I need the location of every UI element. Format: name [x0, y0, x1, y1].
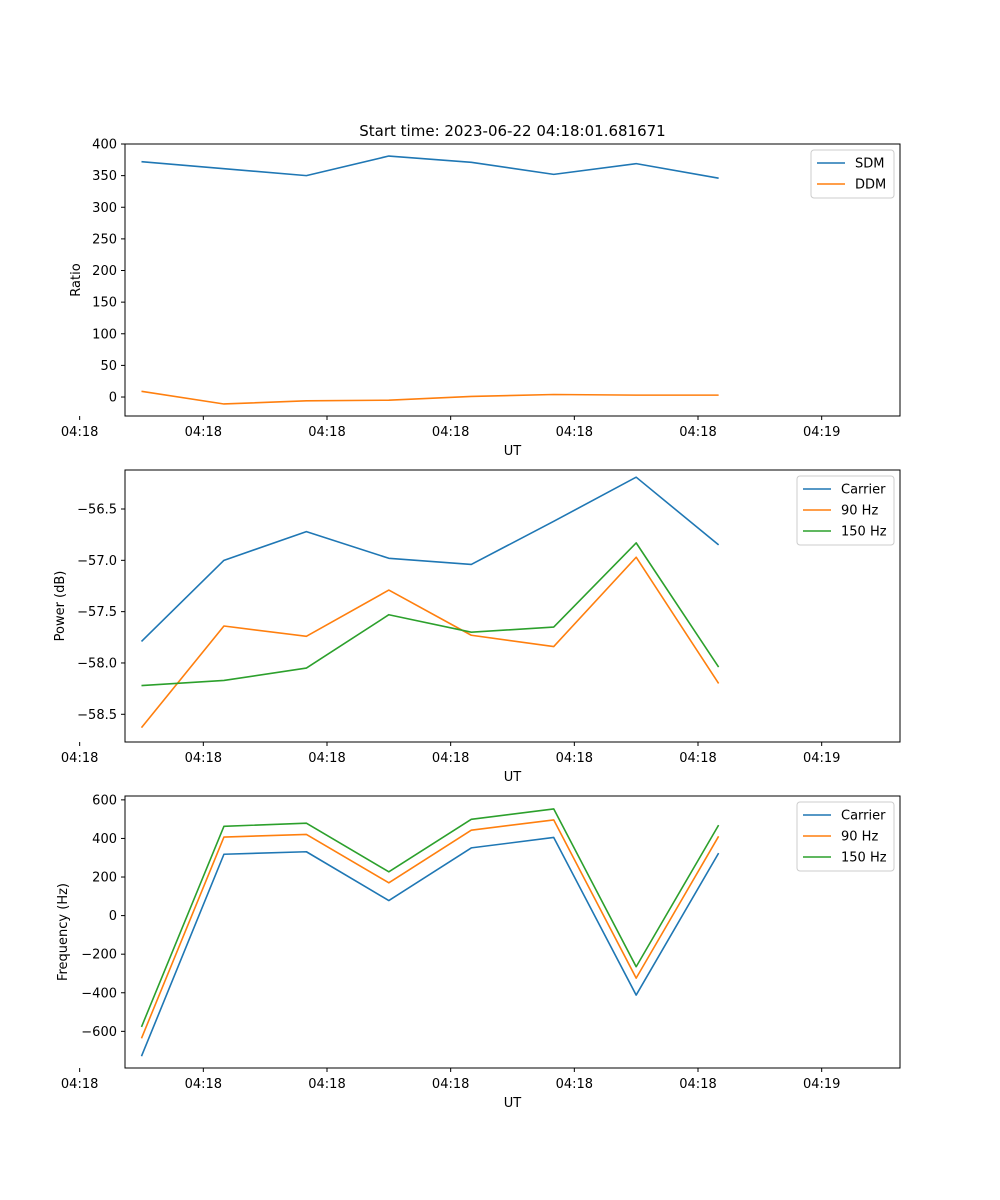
ratio-y-tick-label: 50 [100, 359, 117, 374]
power-y-tick-label: −58.5 [77, 708, 117, 723]
frequency-x-tick-label: 04:18 [556, 1077, 593, 1092]
frequency-x-axis-label: UT [504, 1096, 522, 1111]
power-x-tick-label: 04:18 [61, 751, 98, 766]
power-series-carrier-line [140, 476, 720, 642]
ratio-legend-box [810, 149, 895, 199]
frequency-plot-frame [124, 795, 901, 1069]
ratio-plot-frame [124, 143, 901, 417]
power-panel: 04:18 04:18 04:18 04:18 04:18 04:18 04:19 −56.5… [53, 469, 901, 785]
power-legend-label: Carrier [841, 483, 886, 498]
ratio-y-tick-label: 150 [92, 296, 117, 311]
ratio-x-tick-label: 04:19 [803, 425, 840, 440]
frequency-y-tick-label: 400 [92, 832, 117, 847]
power-x-tick-label: 04:18 [185, 751, 222, 766]
ratio-series-ddm-line [141, 390, 719, 405]
ratio-y-tick-label: 0 [109, 391, 117, 406]
power-y-tick-label: −57.5 [77, 605, 117, 620]
power-legend: Carrier 90 Hz 150 Hz [796, 475, 895, 546]
ratio-legend-label: DDM [855, 178, 886, 193]
frequency-series-150-hz-line [140, 808, 720, 1028]
ratio-legend-label: SDM [855, 157, 884, 172]
ratio-y-tick-label: 250 [92, 232, 117, 247]
ratio-y-tick-label: 400 [92, 138, 117, 153]
frequency-legend: Carrier 90 Hz 150 Hz [796, 801, 895, 872]
ratio-y-tick-label: 300 [92, 201, 117, 216]
power-y-axis-label: Power (dB) [53, 571, 68, 642]
power-legend-box [796, 475, 895, 546]
frequency-legend-label: 150 Hz [841, 851, 887, 866]
ratio-x-tick-label: 04:18 [61, 425, 98, 440]
power-x-tick-label: 04:18 [556, 751, 593, 766]
frequency-legend-box [796, 801, 895, 872]
power-y-tick-label: −58.0 [77, 656, 117, 671]
frequency-y-axis-label: Frequency (Hz) [56, 883, 71, 981]
frequency-panel: 04:18 04:18 04:18 04:18 04:18 04:18 04:19 600 40… [56, 793, 901, 1111]
ratio-x-tick-label: 04:18 [556, 425, 593, 440]
ratio-panel: 04:18 04:18 04:18 04:18 04:18 04:18 04:19 0 50 10… [61, 138, 901, 459]
frequency-x-tick-label: 04:18 [432, 1077, 469, 1092]
power-y-tick-label: −57.0 [77, 554, 117, 569]
power-y-tick-label: −56.5 [77, 503, 117, 518]
frequency-series-90-hz-line [140, 819, 720, 1039]
figure-title: Start time: 2023-06-22 04:18:01.681671 [359, 122, 665, 140]
frequency-y-tick-label: 200 [92, 871, 117, 886]
ratio-x-tick-label: 04:18 [185, 425, 222, 440]
power-x-axis-label: UT [504, 770, 522, 785]
ratio-x-tick-label: 04:18 [308, 425, 345, 440]
power-legend-label: 90 Hz [841, 504, 878, 519]
frequency-y-tick-label: 0 [109, 909, 117, 924]
ratio-y-axis-label: Ratio [69, 263, 84, 296]
frequency-y-tick-label: −400 [81, 986, 117, 1001]
ratio-x-axis-label: UT [504, 444, 522, 459]
ratio-y-tick-label: 100 [92, 327, 117, 342]
power-legend-label: 150 Hz [841, 525, 887, 540]
ratio-x-tick-label: 04:18 [432, 425, 469, 440]
frequency-legend-label: Carrier [841, 809, 886, 824]
frequency-y-tick-label: 600 [92, 793, 117, 808]
ratio-x-tick-label: 04:18 [679, 425, 716, 440]
ratio-series-sdm-line [141, 155, 719, 179]
frequency-legend-label: 90 Hz [841, 830, 878, 845]
frequency-x-tick-label: 04:18 [308, 1077, 345, 1092]
power-plot-frame [124, 469, 901, 743]
power-x-tick-label: 04:18 [432, 751, 469, 766]
frequency-series-carrier-line [140, 836, 720, 1057]
frequency-x-tick-label: 04:18 [679, 1077, 716, 1092]
frequency-x-tick-label: 04:19 [803, 1077, 840, 1092]
ratio-y-tick-label: 200 [92, 264, 117, 279]
frequency-x-tick-label: 04:18 [185, 1077, 222, 1092]
power-x-tick-label: 04:19 [803, 751, 840, 766]
power-series-90-hz-line [140, 556, 720, 729]
power-x-tick-label: 04:18 [679, 751, 716, 766]
frequency-y-tick-label: −200 [81, 948, 117, 963]
power-series-150-hz-line [141, 542, 720, 687]
ratio-legend: SDM DDM [810, 149, 895, 199]
power-x-tick-label: 04:18 [308, 751, 345, 766]
ratio-y-tick-label: 350 [92, 169, 117, 184]
frequency-y-tick-label: −600 [81, 1025, 117, 1040]
frequency-x-tick-label: 04:18 [61, 1077, 98, 1092]
